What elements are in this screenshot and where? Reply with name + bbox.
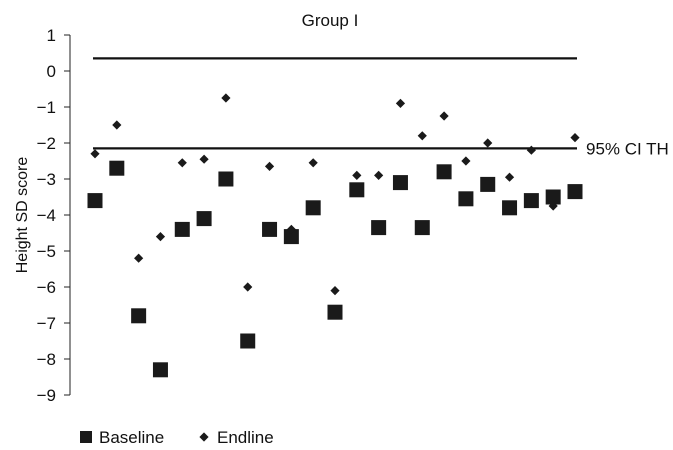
baseline-point — [131, 308, 147, 324]
baseline-point — [174, 221, 190, 237]
y-tick-label: 1 — [47, 26, 56, 45]
baseline-point — [305, 200, 321, 216]
endline-point — [330, 286, 340, 296]
data-points — [87, 93, 583, 378]
baseline-legend-label: Baseline — [99, 428, 164, 447]
y-tick-label: −6 — [37, 278, 56, 297]
baseline-point — [436, 164, 452, 180]
baseline-point — [458, 191, 474, 207]
endline-point — [526, 145, 536, 155]
endline-point — [395, 98, 406, 108]
baseline-point — [109, 160, 125, 176]
baseline-point — [196, 211, 212, 227]
endline-point — [177, 158, 187, 168]
y-axis-title: Height SD score — [14, 157, 31, 274]
endline-point — [439, 111, 449, 121]
y-axis-ticks: 1 0 −1 −2 −3 −4 −5 −6 −7 −8 −9 — [37, 26, 70, 405]
baseline-point — [349, 182, 365, 198]
baseline-point — [502, 200, 518, 216]
endline-point — [221, 93, 231, 103]
endline-point — [570, 133, 580, 143]
baseline-point — [567, 184, 583, 200]
baseline-point — [392, 175, 408, 191]
endline-point — [504, 172, 515, 182]
endline-legend-label: Endline — [217, 428, 274, 447]
y-tick-label: −8 — [37, 350, 56, 369]
endline-point — [461, 156, 471, 166]
endline-point — [134, 253, 144, 263]
baseline-point — [240, 333, 256, 349]
y-tick-label: 0 — [47, 62, 56, 81]
endline-point — [243, 282, 253, 292]
baseline-point — [152, 362, 168, 378]
endline-point — [548, 201, 558, 211]
y-tick-label: −1 — [37, 98, 56, 117]
chart-title: Group I — [302, 11, 359, 30]
y-tick-label: −5 — [37, 242, 56, 261]
baseline-point — [262, 221, 278, 237]
y-tick-label: −2 — [37, 134, 56, 153]
endline-point — [112, 120, 122, 130]
baseline-legend-marker — [80, 431, 92, 443]
endline-point — [483, 138, 493, 148]
baseline-point — [371, 220, 387, 236]
baseline-point — [283, 229, 299, 245]
reference-lines: 95% CI TH — [93, 57, 669, 158]
baseline-point — [87, 193, 103, 209]
endline-point — [155, 232, 166, 242]
baseline-point — [545, 189, 561, 205]
endline-point — [90, 149, 100, 159]
endline-point — [286, 224, 296, 234]
baseline-point — [218, 171, 234, 187]
y-tick-label: −9 — [37, 386, 56, 405]
endline-point — [199, 154, 209, 164]
legend: Baseline Endline — [80, 428, 274, 447]
baseline-point — [523, 193, 539, 209]
baseline-point — [414, 220, 430, 236]
endline-point — [308, 158, 318, 168]
endline-point — [374, 170, 384, 180]
reference-line-label: 95% CI TH — [586, 139, 669, 158]
y-tick-label: −3 — [37, 170, 56, 189]
endline-point — [417, 131, 427, 141]
baseline-point — [327, 304, 343, 320]
endline-point — [264, 161, 275, 171]
endline-point — [352, 170, 362, 180]
baseline-point — [480, 176, 496, 192]
endline-legend-marker — [199, 432, 209, 442]
y-tick-label: −7 — [37, 314, 56, 333]
y-tick-label: −4 — [37, 206, 56, 225]
